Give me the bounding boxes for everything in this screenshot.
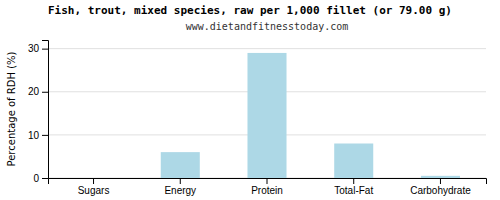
tick-label: 20 bbox=[28, 86, 40, 97]
tick: Protein bbox=[251, 178, 283, 196]
axis-line bbox=[42, 41, 49, 179]
chart: Fish, trout, mixed species, raw per 1,00… bbox=[0, 0, 500, 200]
tick: 20 bbox=[28, 86, 48, 97]
title: Fish, trout, mixed species, raw per 1,00… bbox=[48, 4, 452, 17]
tick: Carbohydrate bbox=[410, 178, 471, 196]
plot: 0 10 20 30 Sugars Energy Protein Total-Fat Carbo… bbox=[28, 41, 487, 197]
tick: 10 bbox=[28, 130, 48, 141]
tick-label: 30 bbox=[28, 43, 40, 54]
tick-label: Carbohydrate bbox=[410, 185, 471, 196]
tick-mark bbox=[267, 178, 268, 184]
tick-mark bbox=[440, 178, 441, 184]
bar bbox=[421, 176, 460, 178]
grid-line bbox=[48, 48, 486, 49]
bars bbox=[161, 53, 460, 178]
tick-label: Energy bbox=[164, 185, 196, 196]
y-axis: 0 10 20 30 bbox=[28, 41, 49, 184]
tick-label: Protein bbox=[251, 185, 283, 196]
tick-mark bbox=[42, 135, 48, 136]
tick-mark bbox=[180, 178, 181, 184]
tick-label: 0 bbox=[33, 173, 39, 184]
tick: Sugars bbox=[78, 178, 110, 196]
bar bbox=[74, 178, 113, 179]
subtitle: www.dietandfitnesstoday.com bbox=[186, 21, 349, 32]
tick-label: Total-Fat bbox=[334, 185, 373, 196]
tick: Energy bbox=[164, 178, 196, 196]
tick-label: Sugars bbox=[78, 185, 110, 196]
y-axis-title: Percentage of RDH (%) bbox=[6, 51, 17, 166]
tick-mark bbox=[93, 178, 94, 184]
tick-mark bbox=[42, 178, 48, 179]
tick: Total-Fat bbox=[334, 178, 373, 196]
grid bbox=[48, 49, 486, 178]
tick-label: 10 bbox=[28, 130, 40, 141]
tick: 0 bbox=[33, 173, 48, 184]
bar bbox=[334, 144, 373, 179]
axis-line bbox=[49, 179, 487, 185]
tick-mark bbox=[42, 49, 48, 50]
tick-mark bbox=[353, 178, 354, 184]
tick-mark bbox=[42, 92, 48, 93]
bar bbox=[161, 152, 200, 178]
tick: 30 bbox=[28, 43, 48, 54]
x-axis: Sugars Energy Protein Total-Fat Carbohydrate bbox=[49, 178, 487, 196]
bar bbox=[247, 53, 286, 178]
